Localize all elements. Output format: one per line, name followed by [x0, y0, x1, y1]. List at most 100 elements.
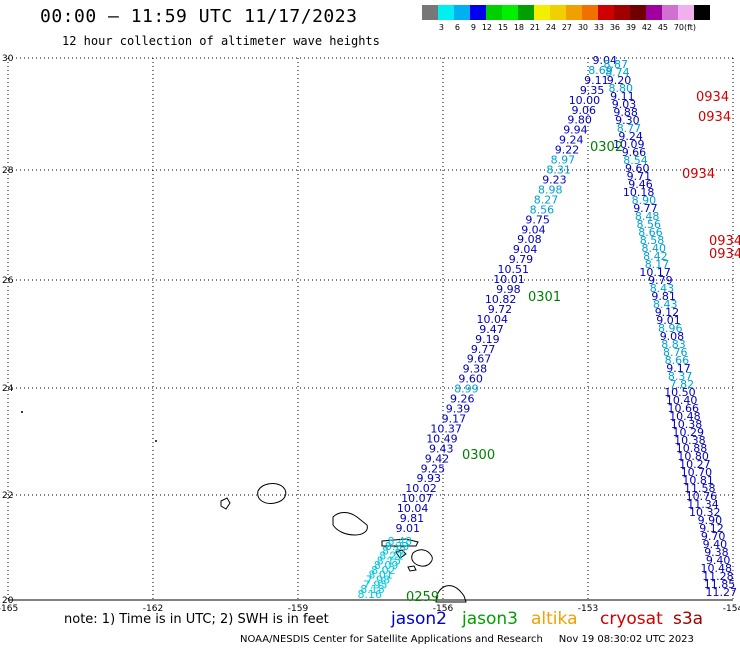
wave-height-value: 8.43 [653, 298, 678, 311]
wave-height-value: 9.75 [525, 213, 550, 226]
color-swatch [678, 5, 694, 20]
wave-height-value: 8.56 [637, 218, 662, 231]
color-swatch [598, 5, 614, 20]
wave-height-value: 9.79 [648, 274, 673, 287]
wave-height-value: 9.60 [625, 162, 650, 175]
legend-label: jason3 [462, 609, 518, 629]
wave-height-value: 8.54 [623, 154, 648, 167]
color-scale-label: 18 [513, 23, 524, 32]
island-niihau [220, 497, 231, 510]
wave-height-value: 10.07 [401, 492, 433, 505]
pass-time-label: 0934 [698, 110, 731, 125]
wave-height-value: 9.38 [463, 363, 488, 376]
wave-height-value: 10.29 [673, 426, 705, 439]
wave-height-value: 8.09 [374, 559, 399, 572]
wave-height-value: 9.22 [555, 144, 580, 157]
legend-label: s3a [673, 609, 704, 629]
wave-height-value: 10.17 [639, 266, 671, 279]
color-scale-label: 24 [545, 23, 556, 32]
color-swatch [422, 5, 438, 20]
wave-height-value: 10.48 [701, 562, 733, 575]
wave-height-value: 8.87 [604, 58, 629, 71]
wave-height-value: 10.88 [676, 442, 708, 455]
wave-height-value: 9.39 [446, 403, 471, 416]
wave-height-value: 8.17 [645, 258, 670, 271]
altimeter-tracks: 9.048.699.119.3510.009.069.809.949.249.2… [358, 54, 738, 601]
color-swatch [646, 5, 662, 20]
wave-height-value: 8.40 [642, 242, 667, 255]
wave-height-value: 8.01 [368, 569, 393, 582]
wave-height-value: 8.27 [534, 193, 559, 206]
wave-height-value: 9.06 [572, 104, 597, 117]
wave-height-value: 9.11 [584, 74, 609, 87]
wave-height-value: 9.04 [593, 54, 618, 67]
color-swatch [502, 5, 518, 20]
color-scale-label: 70 [673, 23, 684, 32]
map-grid [7, 57, 734, 601]
wave-height-value: 9.80 [567, 114, 592, 127]
pass-time-label: 0259 [406, 590, 439, 605]
color-swatch [454, 5, 470, 20]
color-swatch [438, 5, 454, 20]
wave-height-value: 9.90 [698, 514, 723, 527]
wave-height-value: 9.26 [450, 393, 475, 406]
legend-label: altika [531, 609, 578, 629]
wave-height-value: 8.66 [665, 354, 690, 367]
wave-height-value: 10.09 [613, 138, 645, 151]
pass-time-label: 0300 [462, 448, 495, 463]
lat-tick-label: 22 [2, 491, 13, 501]
wave-height-value: 8.56 [530, 203, 555, 216]
color-swatch [566, 5, 582, 20]
wave-height-value: 11.27 [706, 586, 738, 599]
wave-height-value: 9.35 [580, 84, 605, 97]
wave-height-value: 8.66 [638, 226, 663, 239]
lat-tick-label: 26 [2, 276, 14, 286]
wave-height-value: 9.01 [656, 314, 681, 327]
wave-height-value: 8.02 [371, 564, 396, 577]
wave-height-value: 10.00 [569, 94, 601, 107]
wave-height-value: 8.99 [454, 383, 479, 396]
wave-height-value: 9.47 [479, 323, 504, 336]
wave-height-value: 10.80 [677, 450, 709, 463]
wave-height-value: 10.32 [689, 506, 721, 519]
color-scale-label: 30 [577, 23, 588, 32]
wave-height-value: 8.58 [640, 234, 665, 247]
wave-height-value: 8.69 [588, 64, 613, 77]
color-scale-unit: (ft) [684, 23, 697, 32]
pass-time-label: 0302 [590, 140, 623, 155]
wave-height-value: 10.40 [666, 394, 698, 407]
wave-height-value: 9.70 [701, 530, 726, 543]
wave-height-value: 9.12 [699, 522, 724, 535]
lon-tick-label: -154 [723, 604, 740, 614]
wave-height-value: 9.88 [613, 106, 638, 119]
wave-height-value: 9.17 [442, 413, 467, 426]
wave-height-value: 9.30 [615, 114, 640, 127]
color-scale-label: 27 [561, 23, 572, 32]
color-swatch [486, 5, 502, 20]
wave-height-value: 9.42 [425, 452, 450, 465]
wave-height-value: 9.98 [496, 283, 521, 296]
wave-height-value: 9.24 [559, 134, 584, 147]
wave-height-value: 9.81 [651, 290, 676, 303]
wave-height-value: 8.77 [617, 122, 642, 135]
wave-height-value: 9.71 [627, 170, 652, 183]
color-scale-label: 6 [454, 23, 460, 32]
legend-label: cryosat [600, 609, 663, 629]
color-scale-label: 36 [609, 23, 620, 32]
color-scale-label: 9 [470, 23, 476, 32]
island-outlines [21, 411, 467, 603]
lon-tick-label: -165 [0, 604, 18, 614]
pass-time-label: 0934 [709, 247, 740, 262]
wave-height-value: 9.24 [618, 130, 643, 143]
color-scale-label: 21 [529, 23, 540, 32]
color-scale-label: 45 [657, 23, 668, 32]
wave-height-value: 10.04 [397, 502, 429, 515]
wave-height-value: 10.70 [681, 466, 713, 479]
wave-height-value: 9.20 [607, 74, 632, 87]
wave-height-value: 9.93 [417, 472, 442, 485]
island-maui [411, 549, 433, 567]
wave-height-value: 8.98 [538, 183, 563, 196]
wave-height-value: 9.11 [610, 90, 635, 103]
wave-height-value: 10.02 [405, 482, 437, 495]
